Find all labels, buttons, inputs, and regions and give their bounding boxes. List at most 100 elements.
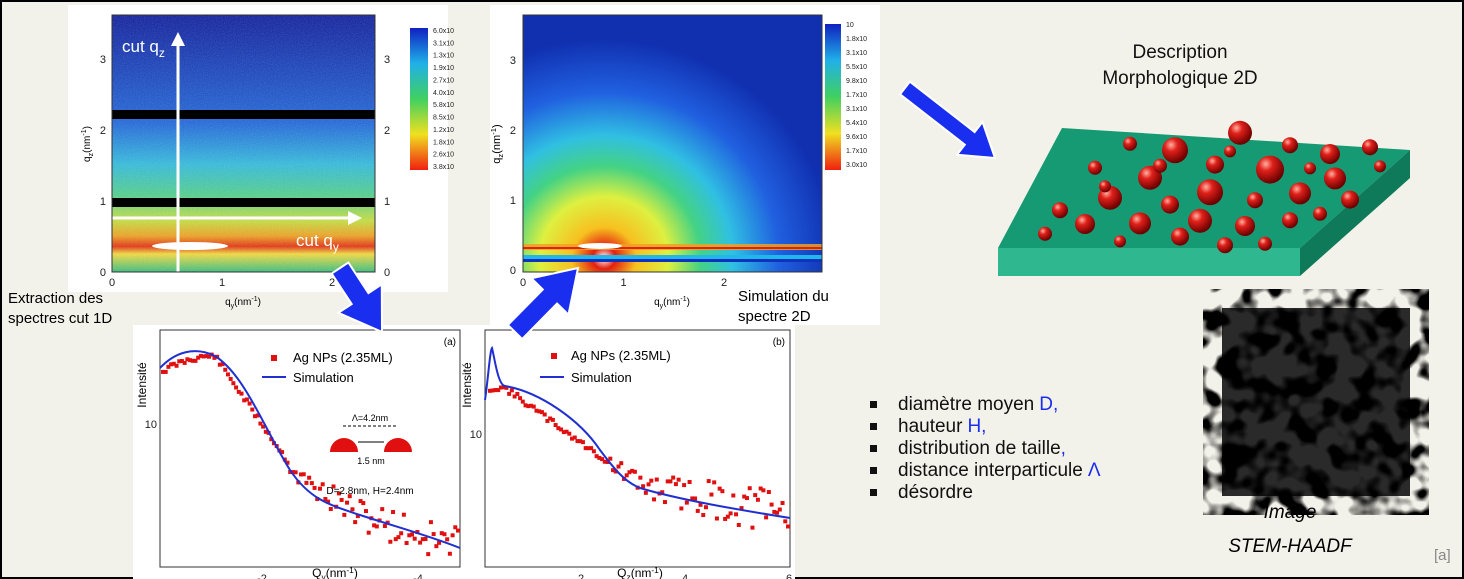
label-sub: z (627, 572, 631, 579)
data-point (339, 497, 344, 502)
data-point (234, 385, 239, 390)
nanoparticle (1161, 195, 1179, 214)
y-tick-label: 3 (100, 54, 106, 66)
nanoparticle (1224, 145, 1236, 158)
data-point (764, 515, 769, 520)
panel-label: (a) (444, 337, 456, 348)
nanoparticle (1324, 167, 1346, 190)
data-point (301, 472, 306, 477)
y-tick-label: 10 (470, 429, 482, 441)
data-point (747, 486, 752, 491)
legend-label: Ag NPs (2.35ML) (293, 350, 393, 365)
parameter: hauteur H, (898, 416, 986, 437)
data-point (207, 354, 212, 359)
colorbar-label: 2.6x10 (433, 152, 454, 159)
cut-band (112, 198, 375, 207)
inset-label: D=2.8nm, H=2.4nm (326, 486, 413, 497)
label-exp: -1 (680, 296, 686, 303)
colorbar-label: 2.7x10 (433, 77, 454, 84)
data-point (734, 512, 739, 517)
nanoparticle (1282, 212, 1298, 229)
colorbar-label: 1.8x10 (433, 139, 454, 146)
data-point (627, 470, 632, 475)
inset-label: 1.5 nm (357, 456, 385, 466)
axis-label: qz(nm-1) (81, 126, 95, 162)
data-point (553, 423, 558, 428)
inset-particles (330, 438, 412, 452)
y-tick-label: 2 (100, 125, 106, 137)
data-point (488, 388, 492, 393)
data-point (619, 461, 624, 466)
data-point (665, 479, 670, 484)
data-point (515, 391, 520, 396)
y-tick-label: 2 (510, 125, 516, 137)
data-point (693, 496, 698, 501)
data-point (331, 484, 336, 489)
data-point (775, 510, 780, 515)
data-point (380, 507, 385, 512)
data-point (638, 475, 643, 480)
parameter: désordre (898, 482, 973, 503)
hotspot (152, 242, 228, 250)
data-point (671, 475, 676, 480)
colorbar-label: 3.1x10 (846, 106, 867, 113)
data-point (695, 508, 700, 513)
data-point (742, 494, 747, 499)
label-exp: -1 (251, 296, 257, 303)
band (523, 247, 822, 249)
colorbar-label: 1.9x10 (433, 65, 454, 72)
data-point (358, 499, 363, 504)
morphology-title: Morphologique 2D (1102, 68, 1257, 89)
label-exp: -1 (489, 128, 498, 135)
colorbar-label: 1.8x10 (846, 36, 867, 43)
panel-bg (463, 325, 795, 579)
data-point (501, 385, 506, 390)
slab-front (998, 248, 1300, 276)
data-point (611, 468, 616, 473)
label-unit: (nm (631, 566, 652, 579)
data-point (258, 421, 263, 426)
morphology-title: Description (1132, 42, 1227, 63)
x-tick-label: 4 (682, 573, 688, 579)
data-point (434, 544, 439, 549)
data-point (255, 413, 260, 418)
y-tick-label: 3 (510, 55, 516, 67)
data-point (426, 552, 431, 557)
data-point (597, 455, 602, 460)
colorbar-label: 6.0x10 (433, 28, 454, 35)
nanoparticle (1304, 162, 1316, 175)
data-point (498, 385, 503, 390)
caption: Simulation du (738, 288, 829, 305)
data-point (496, 388, 501, 393)
nanoparticle (1289, 182, 1311, 205)
data-point (731, 493, 736, 498)
y-tick-label: 1 (384, 196, 390, 208)
data-point (567, 431, 572, 436)
panel-label: (b) (773, 337, 785, 348)
axes-frame (111, 14, 376, 273)
data-point (545, 418, 550, 423)
label-main: q (225, 297, 231, 308)
data-point (717, 486, 722, 491)
data-point (220, 362, 225, 367)
heatmap (523, 15, 822, 272)
parameter-symbol: D, (1039, 394, 1058, 415)
data-point (490, 388, 495, 393)
y-tick-label: 1 (510, 195, 516, 207)
data-point (415, 530, 420, 535)
label-main: q (82, 156, 93, 162)
nanoparticle (1088, 160, 1102, 175)
data-point (575, 439, 580, 444)
bullet (870, 401, 877, 408)
data-point (712, 480, 717, 485)
data-point (758, 486, 763, 491)
data-point (723, 516, 728, 521)
data-point (409, 532, 414, 537)
reference: [a] (1434, 547, 1451, 564)
data-point (269, 437, 274, 442)
x-tick-label: 1 (620, 277, 626, 289)
cut-qy-label: cut qy (296, 231, 339, 254)
data-point (407, 533, 412, 538)
data-point (250, 407, 255, 412)
colorbar-label: 1.3x10 (433, 53, 454, 60)
